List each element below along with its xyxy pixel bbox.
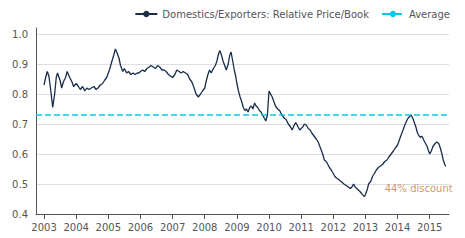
svg-text:2011: 2011 — [288, 222, 313, 233]
svg-text:2010: 2010 — [256, 222, 281, 233]
svg-text:Average: Average — [409, 9, 450, 20]
svg-text:2007: 2007 — [160, 222, 185, 233]
svg-text:2003: 2003 — [31, 222, 56, 233]
svg-text:2012: 2012 — [321, 222, 346, 233]
svg-text:44% discount: 44% discount — [385, 183, 453, 194]
svg-text:2014: 2014 — [385, 222, 410, 233]
svg-text:2008: 2008 — [192, 222, 217, 233]
svg-text:0.6: 0.6 — [12, 149, 28, 160]
svg-text:1.0: 1.0 — [12, 29, 28, 40]
svg-text:0.5: 0.5 — [12, 179, 28, 190]
svg-text:0.9: 0.9 — [12, 59, 28, 70]
svg-text:0.4: 0.4 — [12, 209, 28, 220]
svg-text:2006: 2006 — [128, 222, 153, 233]
svg-text:2005: 2005 — [96, 222, 121, 233]
svg-text:2015: 2015 — [417, 222, 442, 233]
svg-text:0.8: 0.8 — [12, 89, 28, 100]
svg-text:2013: 2013 — [353, 222, 378, 233]
svg-text:2004: 2004 — [63, 222, 88, 233]
svg-text:Domestics/Exporters: Relative: Domestics/Exporters: Relative Price/Book — [162, 9, 369, 20]
svg-text:2009: 2009 — [224, 222, 249, 233]
svg-text:0.7: 0.7 — [12, 119, 28, 130]
